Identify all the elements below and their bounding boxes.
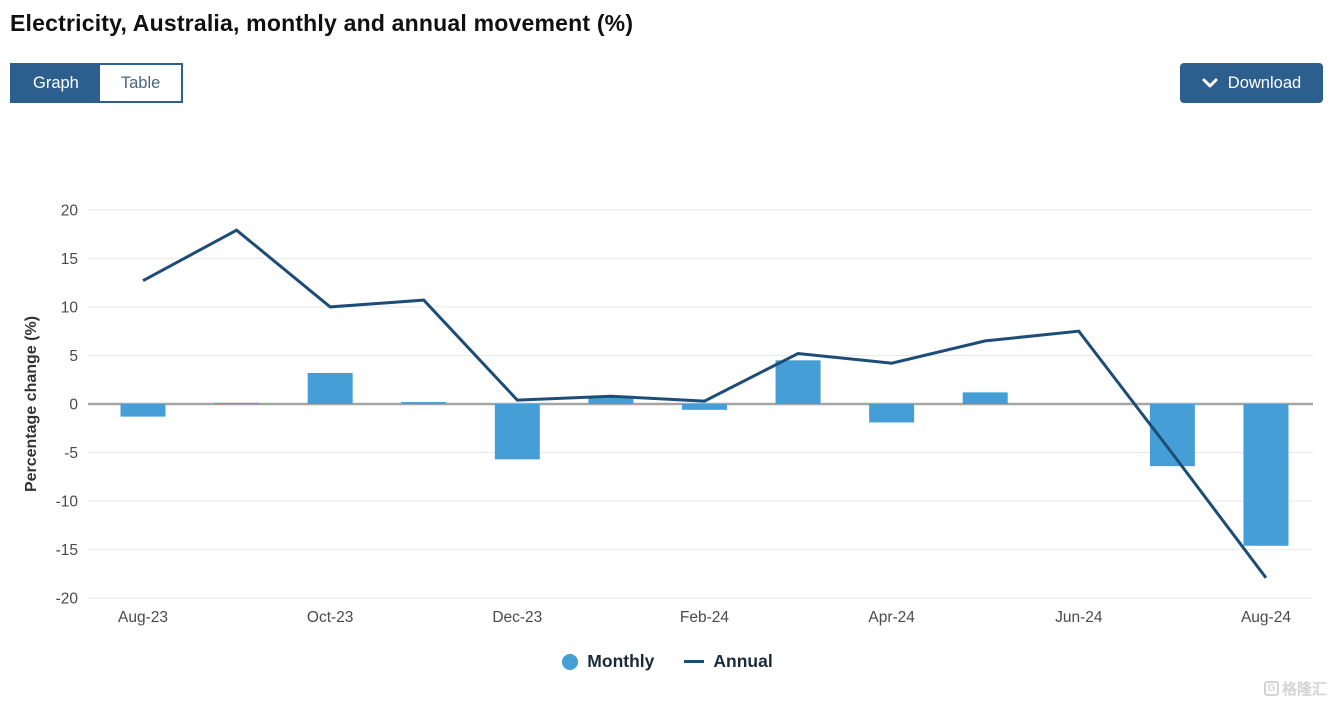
chart: 20 15 10 5 0 -5 -10 -15 -20 Percentage change (%)… xyxy=(0,150,1335,650)
download-label: Download xyxy=(1227,73,1302,92)
y-tick-label: -10 xyxy=(56,494,79,511)
x-tick-label: Aug-24 xyxy=(1241,609,1291,626)
bar-sep-23[interactable] xyxy=(214,403,260,404)
chart-legend: Monthly Annual xyxy=(0,651,1335,672)
y-tick-label: 15 xyxy=(61,251,78,268)
bar-apr-24[interactable] xyxy=(869,404,915,423)
y-tick-label: 5 xyxy=(69,348,78,365)
x-axis-tick-labels: Aug-23 Oct-23 Dec-23 Feb-24 Apr-24 Jun-24 Aug-… xyxy=(118,609,1291,626)
annual-line[interactable] xyxy=(142,228,1268,579)
legend-item-annual[interactable]: Annual xyxy=(684,651,773,672)
gelonghui-logo-icon: G xyxy=(1263,681,1279,696)
download-button[interactable]: Download xyxy=(1180,63,1323,103)
bar-may-24[interactable] xyxy=(962,392,1008,404)
chevron-down-icon xyxy=(1202,78,1218,88)
watermark: G 格隆汇 xyxy=(1263,678,1327,699)
legend-label-annual: Annual xyxy=(713,651,773,671)
x-tick-label: Jun-24 xyxy=(1055,609,1103,626)
tab-graph[interactable]: Graph xyxy=(12,65,100,101)
y-tick-label: 20 xyxy=(61,202,79,219)
monthly-swatch-icon xyxy=(562,653,579,670)
x-tick-label: Feb-24 xyxy=(680,609,729,626)
y-tick-label: 10 xyxy=(61,299,79,316)
bar-mar-24[interactable] xyxy=(775,360,821,404)
bar-feb-24[interactable] xyxy=(681,404,727,410)
bar-oct-23[interactable] xyxy=(307,372,353,404)
annual-swatch-icon xyxy=(684,660,705,663)
legend-item-monthly[interactable]: Monthly xyxy=(562,651,654,672)
chart-canvas: 20 15 10 5 0 -5 -10 -15 -20 Percentage change (%)… xyxy=(23,202,1313,626)
bar-aug-23[interactable] xyxy=(120,404,166,417)
y-axis-tick-labels: 20 15 10 5 0 -5 -10 -15 -20 xyxy=(56,202,79,607)
x-tick-label: Oct-23 xyxy=(307,609,354,626)
y-tick-label: 0 xyxy=(69,397,78,414)
x-tick-label: Apr-24 xyxy=(868,609,915,626)
bar-nov-23[interactable] xyxy=(401,402,447,404)
watermark-text: 格隆汇 xyxy=(1281,681,1327,698)
y-tick-label: -20 xyxy=(56,591,79,608)
controls-row: Graph Table Download xyxy=(0,63,1335,103)
bar-aug-24[interactable] xyxy=(1243,404,1289,546)
page-title: Electricity, Australia, monthly and annu… xyxy=(10,10,634,36)
tab-table[interactable]: Table xyxy=(99,65,182,101)
x-tick-label: Aug-23 xyxy=(118,609,168,626)
y-tick-label: -15 xyxy=(56,542,78,559)
legend-label-monthly: Monthly xyxy=(587,651,655,671)
view-toggle: Graph Table xyxy=(10,63,184,103)
bar-jan-24[interactable] xyxy=(588,397,634,404)
y-tick-label: -5 xyxy=(64,445,78,462)
y-axis-title: Percentage change (%) xyxy=(23,316,40,492)
x-tick-label: Dec-23 xyxy=(492,609,542,626)
bar-dec-23[interactable] xyxy=(494,404,540,460)
